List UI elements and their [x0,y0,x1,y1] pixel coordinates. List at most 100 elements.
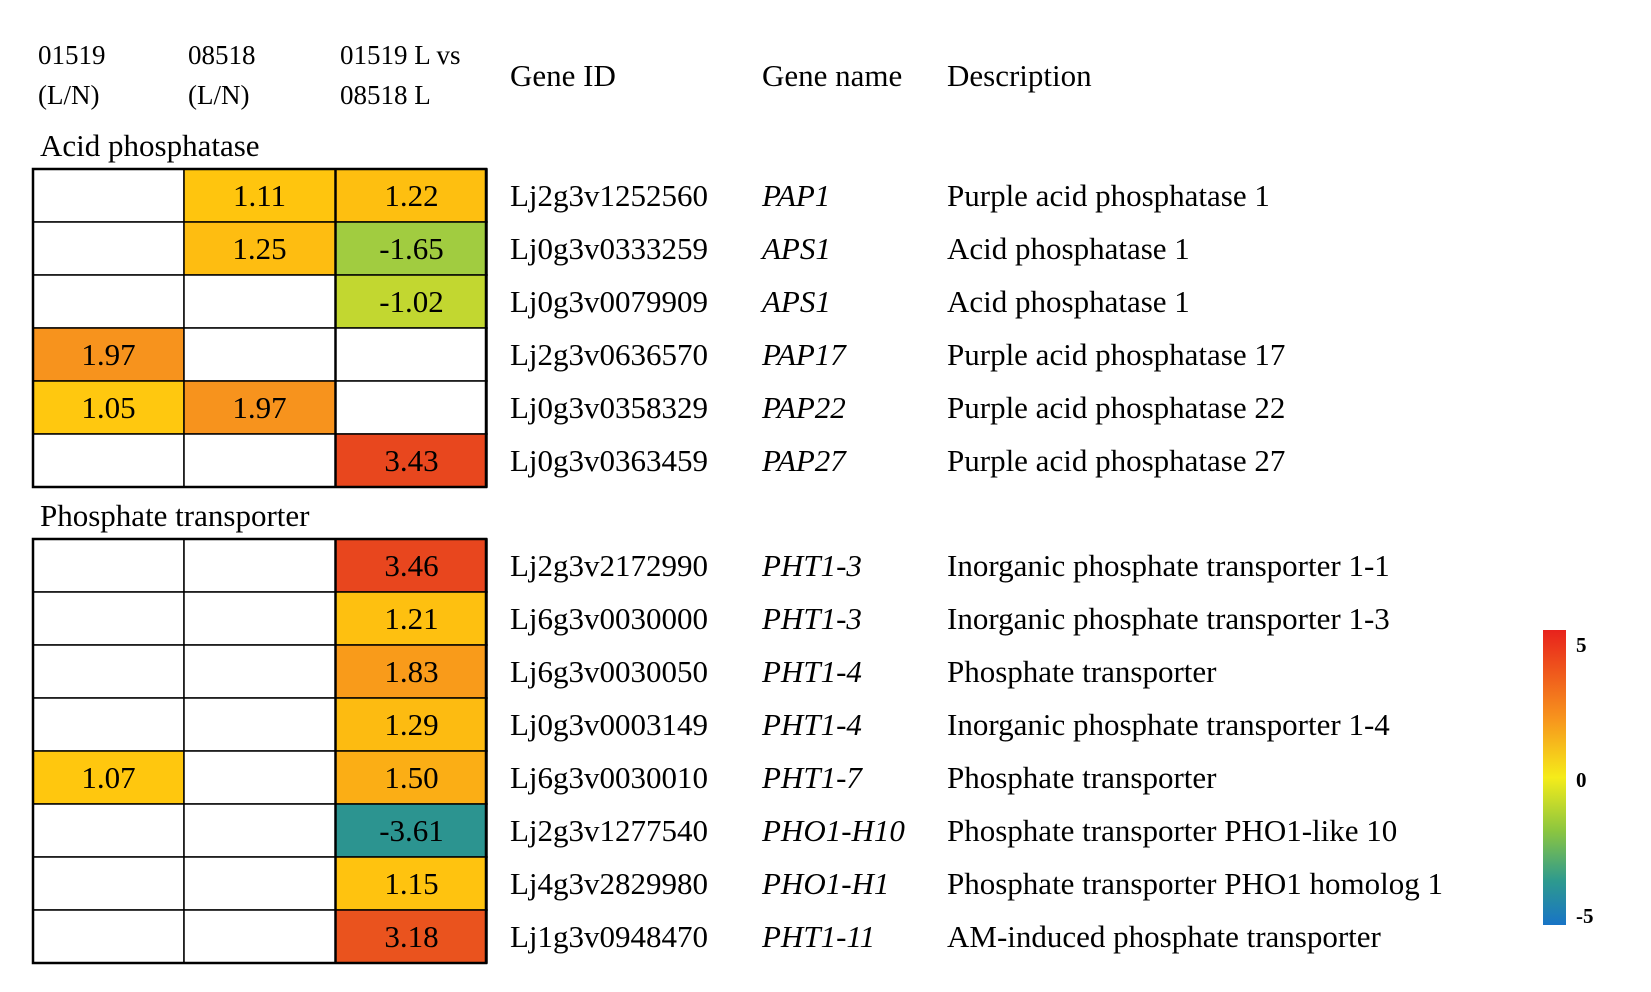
header-col2-line2: (L/N) [188,80,249,110]
description-label: Acid phosphatase 1 [947,284,1190,319]
cell-value-label: -1.65 [379,231,444,266]
cell-value-label: 1.25 [232,231,286,266]
gene-id-label: Lj0g3v0358329 [510,390,708,425]
header-col3-line2: 08518 L [340,80,431,110]
description-label: Phosphate transporter PHO1 homolog 1 [947,866,1443,901]
description-label: Inorganic phosphate transporter 1-4 [947,707,1390,742]
header-col2-line1: 08518 [188,40,256,70]
cell-value-label: 3.46 [384,548,438,583]
heatmap-cell [32,591,185,646]
gene-id-label: Lj0g3v0333259 [510,231,708,266]
cell-value-label: 1.97 [232,390,286,425]
description-label: Purple acid phosphatase 22 [947,390,1285,425]
gene-name-label: PHT1-7 [761,760,863,795]
heatmap-cell [335,327,488,382]
group-border [31,537,488,965]
description-label: AM-induced phosphate transporter [947,919,1382,954]
heatmap-cell [183,803,336,858]
gene-id-label: Lj6g3v0030010 [510,760,708,795]
heatmap-cell [335,591,488,646]
legend-min-label: -5 [1576,904,1594,928]
gene-id-label: Lj2g3v1277540 [510,813,708,848]
header-col3-line1: 01519 L vs [340,40,461,70]
gene-name-label: PHT1-11 [761,919,875,954]
heatmap-cell [32,856,185,911]
description-label: Inorganic phosphate transporter 1-1 [947,548,1390,583]
heatmap-cell [335,168,488,223]
color-scale-legend: 5 0 -5 [1543,630,1594,928]
gene-name-label: PHT1-4 [761,654,862,689]
description-label: Inorganic phosphate transporter 1-3 [947,601,1390,636]
heatmap-cell [183,168,336,223]
description-label: Acid phosphatase 1 [947,231,1190,266]
heatmap-cell [32,803,185,858]
gene-id-label: Lj0g3v0079909 [510,284,708,319]
gene-name-label: APS1 [760,284,831,319]
heatmap-cell [183,697,336,752]
heatmap-cell [183,274,336,329]
column-headers: 01519 (L/N) 08518 (L/N) 01519 L vs 08518… [38,40,1092,110]
gene-id-label: Lj0g3v0003149 [510,707,708,742]
heatmap-cell [32,697,185,752]
description-label: Phosphate transporter PHO1-like 10 [947,813,1397,848]
group-border [31,167,488,489]
gene-name-label: PAP22 [761,390,846,425]
heatmap-cell [32,433,185,488]
header-description: Description [947,58,1092,93]
cell-value-label: 3.43 [384,443,438,478]
heatmap-cell [183,433,336,488]
gene-id-label: Lj2g3v1252560 [510,178,708,213]
description-label: Purple acid phosphatase 17 [947,337,1285,372]
header-gene-name: Gene name [762,58,902,93]
header-col1-line2: (L/N) [38,80,99,110]
heatmap-cell [32,644,185,699]
gene-id-label: Lj2g3v2172990 [510,548,708,583]
group-label: Phosphate transporter [40,498,310,533]
heatmap-cell [32,168,185,223]
legend-max-label: 5 [1576,633,1587,657]
gene-name-label: PAP1 [761,178,830,213]
heatmap-cell [32,274,185,329]
cell-value-label: 1.50 [384,760,438,795]
header-gene-id: Gene ID [510,58,616,93]
heatmap-cell [335,644,488,699]
heatmap-cell [183,750,336,805]
heatmap-cell [32,750,185,805]
gene-name-label: PHT1-4 [761,707,862,742]
cell-value-label: -3.61 [379,813,444,848]
gene-id-label: Lj6g3v0030000 [510,601,708,636]
gene-name-label: PHT1-3 [761,548,862,583]
cell-value-label: 1.83 [384,654,438,689]
heatmap-cell [183,221,336,276]
gene-name-label: PHO1-H10 [761,813,905,848]
heatmap-cell [183,538,336,593]
gene-id-label: Lj1g3v0948470 [510,919,708,954]
gene-id-label: Lj0g3v0363459 [510,443,708,478]
gene-id-label: Lj2g3v0636570 [510,337,708,372]
description-label: Purple acid phosphatase 1 [947,178,1270,213]
heatmap-cell [32,538,185,593]
heatmap-body: Acid phosphatase 1.11 1.22 Lj2g3v1252560 PAP… [31,128,1443,965]
cell-value-label: 1.05 [81,390,135,425]
heatmap-cell [32,909,185,964]
gene-name-label: PHT1-3 [761,601,862,636]
description-label: Phosphate transporter [947,760,1217,795]
gene-name-label: PAP27 [761,443,847,478]
heatmap-cell [335,380,488,435]
heatmap-cell [183,380,336,435]
description-label: Purple acid phosphatase 27 [947,443,1285,478]
cell-value-label: 1.15 [384,866,438,901]
heatmap-cell [183,591,336,646]
heatmap-cell [335,909,488,964]
color-scale-bar [1543,630,1566,925]
heatmap-cell [183,856,336,911]
cell-value-label: 1.97 [81,337,135,372]
gene-name-label: APS1 [760,231,831,266]
heatmap-cell [183,327,336,382]
gene-name-label: PHO1-H1 [761,866,889,901]
heatmap-cell [183,644,336,699]
heatmap-cell [335,803,488,858]
cell-value-label: 1.22 [384,178,438,213]
header-col1-line1: 01519 [38,40,106,70]
cell-value-label: -1.02 [379,284,444,319]
